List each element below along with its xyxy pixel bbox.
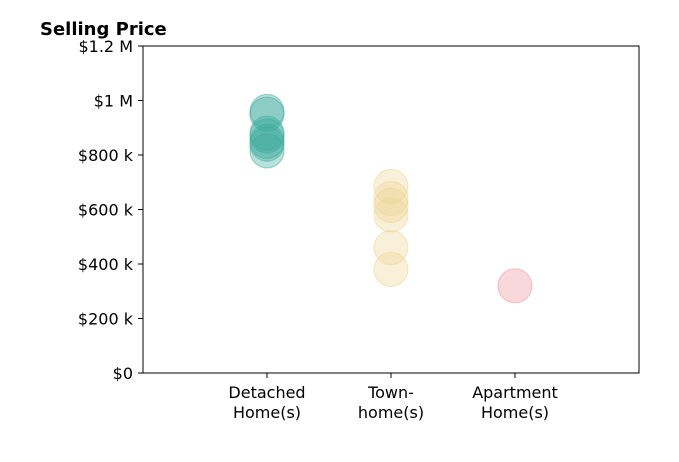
data-point	[373, 181, 409, 217]
data-point	[373, 251, 409, 288]
data-point	[249, 96, 285, 132]
y-tick-label: $200 k	[78, 310, 134, 329]
y-tick-label: $1.2 M	[78, 37, 133, 56]
data-points	[249, 93, 533, 304]
y-tick-label: $0	[113, 364, 133, 383]
data-point	[249, 133, 285, 169]
y-tick-label: $600 k	[78, 201, 134, 220]
x-axis: DetachedHome(s)Town-home(s)ApartmentHome…	[228, 373, 558, 422]
y-tick-label: $800 k	[78, 146, 134, 165]
data-point	[373, 230, 409, 266]
data-point	[249, 118, 285, 154]
y-axis: $0 $200 k $400 k $600 k $800 k $1 M $1.2 M	[78, 37, 143, 383]
chart-title: Selling Price	[40, 19, 167, 40]
x-tick-label: Home(s)	[233, 403, 301, 422]
x-tick-label: Apartment	[472, 383, 558, 402]
y-tick-label: $400 k	[78, 255, 134, 274]
data-point	[373, 197, 409, 233]
data-point	[497, 268, 533, 304]
x-tick-label: Town-	[367, 383, 414, 402]
x-tick-label: Detached	[228, 383, 305, 402]
x-tick-label: Home(s)	[481, 403, 549, 422]
data-point	[249, 93, 285, 130]
data-point	[373, 187, 409, 224]
data-point	[373, 168, 409, 204]
data-point	[249, 126, 285, 162]
data-point	[249, 115, 285, 151]
x-tick-label: home(s)	[358, 403, 424, 422]
data-point	[249, 123, 285, 159]
y-tick-label: $1 M	[94, 92, 133, 111]
